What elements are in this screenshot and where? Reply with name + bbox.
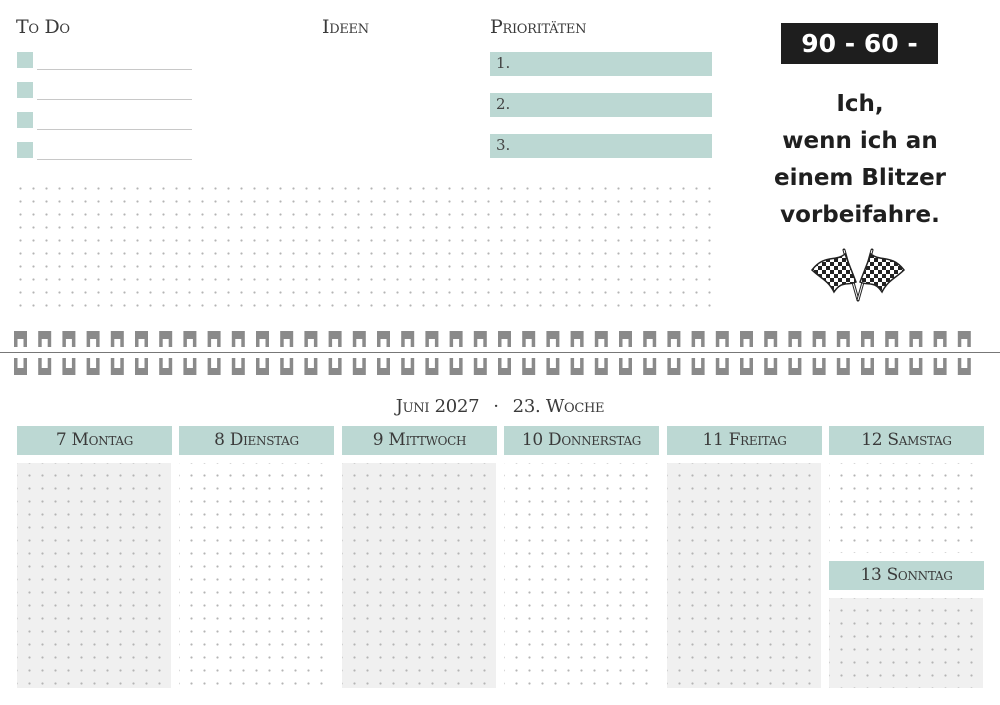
day-notes-dienstag[interactable] <box>179 463 333 688</box>
spiral-ring <box>62 331 76 375</box>
spiral-ring <box>401 331 415 375</box>
spiral-ring <box>498 331 511 375</box>
spiral-binding <box>14 331 971 375</box>
spiral-ring <box>933 331 947 375</box>
todo-item[interactable] <box>17 52 192 72</box>
spiral-ring <box>570 331 584 375</box>
todo-line <box>37 159 192 160</box>
spiral-ring <box>691 331 705 375</box>
spiral-ring <box>836 331 850 375</box>
spiral-ring <box>328 331 342 375</box>
todo-item[interactable] <box>17 142 192 162</box>
spiral-ring <box>86 331 100 375</box>
spiral-ring <box>352 331 366 375</box>
week-number: 23. Woche <box>512 396 605 417</box>
spiral-ring <box>256 331 269 375</box>
todo-checkbox[interactable] <box>17 52 33 68</box>
spiral-ring <box>377 331 390 375</box>
day-notes-samstag[interactable] <box>829 463 983 553</box>
priority-number: 1. <box>496 54 511 72</box>
binding-line <box>0 352 1000 353</box>
slogan-line: Ich, <box>836 91 884 117</box>
day-notes-freitag[interactable] <box>667 463 821 688</box>
spiral-ring <box>110 331 124 375</box>
todo-item[interactable] <box>17 112 192 132</box>
todo-checkbox[interactable] <box>17 112 33 128</box>
todo-line <box>37 129 192 130</box>
spiral-ring <box>546 331 560 375</box>
day-header-montag: 7 Montag <box>17 426 172 455</box>
spiral-ring <box>764 331 778 375</box>
day-notes-donnerstag[interactable] <box>504 463 658 688</box>
spiral-ring <box>715 331 729 375</box>
spiral-ring <box>449 331 463 375</box>
day-header-mittwoch: 9 Mittwoch <box>342 426 497 455</box>
day-notes-mittwoch[interactable] <box>342 463 496 688</box>
priority-number: 2. <box>496 95 511 113</box>
day-notes-montag[interactable] <box>17 463 171 688</box>
spiral-ring <box>667 331 681 375</box>
spiral-ring <box>957 331 971 375</box>
month-year: Juni 2027 <box>395 396 480 417</box>
slogan-line: wenn ich an <box>782 128 938 154</box>
spiral-ring <box>909 331 923 375</box>
spiral-ring <box>304 331 318 375</box>
checkered-flags-icon <box>811 248 905 302</box>
spiral-ring <box>812 331 826 375</box>
spiral-ring <box>14 331 27 375</box>
spiral-ring <box>885 331 899 375</box>
spiral-ring <box>788 331 802 375</box>
priority-field-2[interactable]: 2. <box>490 93 712 117</box>
spiral-ring <box>135 331 148 375</box>
day-header-donnerstag: 10 Donnerstag <box>504 426 659 455</box>
slogan-line: vorbeifahre. <box>780 202 940 228</box>
spiral-ring <box>619 331 632 375</box>
day-header-sonntag: 13 Sonntag <box>829 561 984 590</box>
spiral-ring <box>522 331 536 375</box>
todo-line <box>37 99 192 100</box>
todo-checkbox[interactable] <box>17 82 33 98</box>
badge-90-60-90: 90 - 60 - 90 <box>781 23 938 99</box>
spiral-ring <box>38 331 52 375</box>
spiral-ring <box>183 331 197 375</box>
day-header-samstag: 12 Samstag <box>829 426 984 455</box>
priority-number: 3. <box>496 136 511 154</box>
spiral-ring <box>861 331 874 375</box>
todo-title: To Do <box>16 16 70 38</box>
spiral-ring <box>207 331 221 375</box>
notes-dot-grid[interactable] <box>14 182 714 312</box>
prioritaeten-title: Prioritäten <box>490 16 587 38</box>
week-separator: · <box>493 396 499 417</box>
spiral-ring <box>231 331 245 375</box>
spiral-ring <box>643 331 657 375</box>
todo-line <box>37 69 192 70</box>
ideen-title: Ideen <box>322 16 369 38</box>
spiral-ring <box>425 331 439 375</box>
spiral-ring <box>740 331 753 375</box>
todo-checkbox[interactable] <box>17 142 33 158</box>
slogan: Ich, wenn ich an einem Blitzer vorbeifah… <box>760 86 960 234</box>
day-header-dienstag: 8 Dienstag <box>179 426 334 455</box>
spiral-ring <box>473 331 487 375</box>
week-header: Juni 2027 · 23. Woche <box>0 396 1000 417</box>
priority-field-3[interactable]: 3. <box>490 134 712 158</box>
day-header-freitag: 11 Freitag <box>667 426 822 455</box>
priority-field-1[interactable]: 1. <box>490 52 712 76</box>
spiral-ring <box>159 331 173 375</box>
slogan-line: einem Blitzer <box>773 165 947 191</box>
spiral-ring <box>280 331 294 375</box>
day-notes-sonntag[interactable] <box>829 598 983 688</box>
spiral-ring <box>594 331 608 375</box>
todo-item[interactable] <box>17 82 192 102</box>
